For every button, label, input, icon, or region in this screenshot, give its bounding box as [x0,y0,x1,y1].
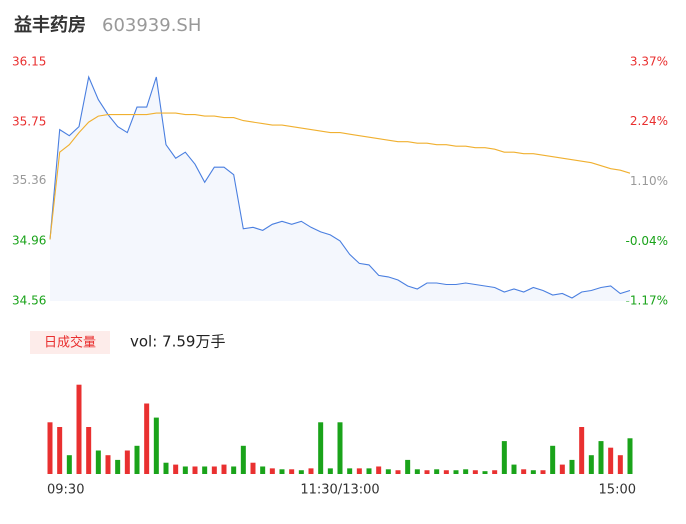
volume-bar [105,455,111,474]
volume-bar [298,470,304,474]
volume-bar [463,469,469,474]
volume-bar [221,464,227,474]
volume-bar [521,469,527,474]
volume-bar [134,445,140,474]
y2-tick-label: -1.17% [626,294,668,308]
price-line [49,75,631,299]
volume-bar [385,469,391,474]
volume-bar [347,468,353,474]
stock-code: 603939.SH [102,15,201,36]
volume-bar [492,470,498,474]
volume-bar [86,427,92,474]
volume-bar [289,469,295,474]
volume-bar [617,455,623,474]
volume-bar [231,466,237,474]
volume-bar [47,422,53,474]
volume-bar [569,459,575,474]
volume-bar [608,447,614,474]
volume-bar [163,462,169,474]
volume-bar [598,441,604,474]
volume-bar [627,438,633,474]
volume-bar [182,466,188,474]
volume-bar [144,403,150,474]
volume-bar [76,384,82,474]
volume-bar [327,468,333,474]
volume-bar [115,459,121,474]
volume-bar [453,470,459,474]
volume-bar [414,469,420,474]
stock-name: 益丰药房 [14,14,86,36]
volume-bar [376,466,382,474]
volume-tag: 日成交量 [44,335,96,351]
volume-bar [66,455,72,474]
volume-bar [318,422,324,474]
volume-bar [153,417,159,474]
volume-bar [260,466,266,474]
volume-bar [250,462,256,474]
volume-bar [579,427,585,474]
y-tick-label: 35.75 [12,115,46,129]
average-line [49,112,631,240]
volume-bar [443,470,449,474]
volume-bar [356,468,362,474]
volume-bar [405,459,411,474]
y-tick-label: 35.36 [12,173,46,187]
volume-bar [588,455,594,474]
x-tick-label: 11:30/13:00 [300,483,379,498]
volume-bar [501,441,507,474]
volume-bar [124,450,130,474]
volume-bar [240,445,246,474]
volume-bar [308,468,314,474]
volume-bar [559,464,565,474]
y-tick-label: 34.96 [12,233,46,247]
volume-bar [211,466,217,474]
volume-bar [57,427,63,474]
volume-bar [337,422,343,474]
volume-bar [95,450,101,474]
x-tick-label: 15:00 [599,483,636,498]
volume-bar [279,469,285,474]
y-tick-label: 34.56 [12,294,46,308]
price-area [50,77,630,301]
volume-bar [511,464,517,474]
volume-bar [530,470,536,474]
y2-tick-label: -0.04% [626,234,668,248]
volume-summary: vol: 7.59万手 [130,333,225,351]
y2-tick-label: 1.10% [630,174,668,188]
y2-tick-label: 2.24% [630,114,668,128]
volume-bar [366,468,372,474]
volume-bar [424,470,430,474]
volume-bar [472,470,478,474]
volume-bar [550,445,556,474]
y-tick-label: 36.15 [12,55,46,69]
volume-bar [269,468,275,474]
volume-bar [395,470,401,474]
volume-tag-bg [30,331,110,354]
volume-bar [482,471,488,474]
volume-bar [173,464,179,474]
volume-bar [202,466,208,474]
volume-bar [192,466,198,474]
volume-bar [434,469,440,474]
x-tick-label: 09:30 [47,483,84,498]
y2-tick-label: 3.37% [630,55,668,69]
volume-bar [540,470,546,474]
